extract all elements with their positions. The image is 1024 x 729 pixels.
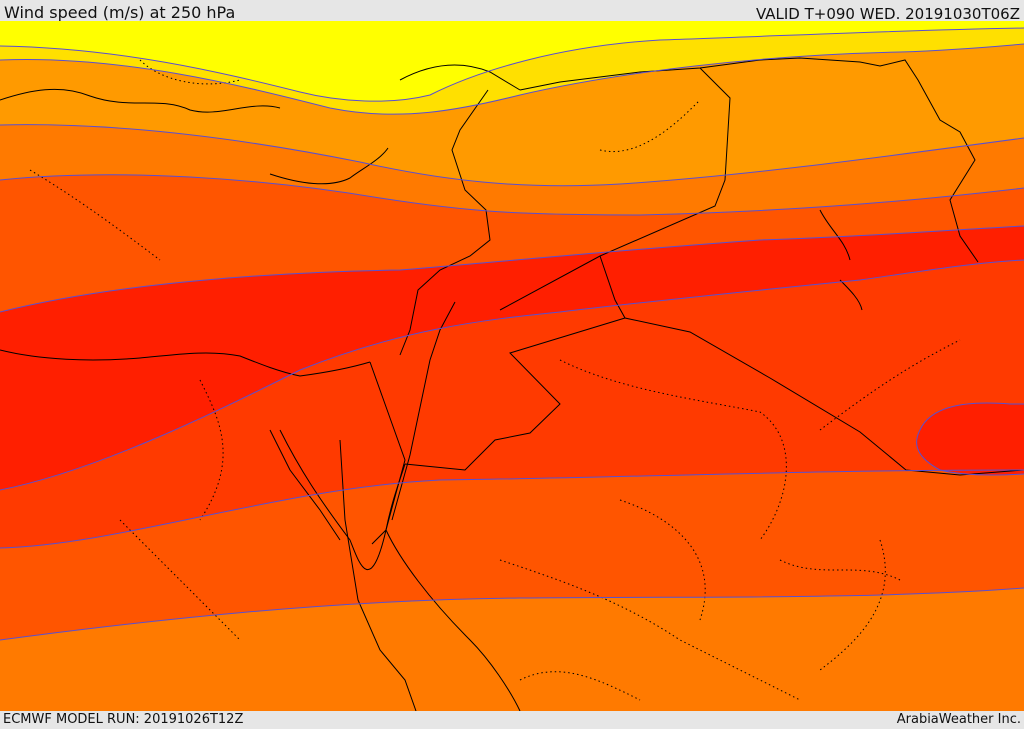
isotach-lines (0, 27, 1024, 641)
header-bar: Wind speed (m/s) at 250 hPa VALID T+090 … (0, 0, 1024, 23)
provider-credit: ArabiaWeather Inc. (896, 712, 1021, 727)
province-lines (29, 59, 961, 701)
wind-speed-map (0, 21, 1024, 711)
country-borders (269, 57, 1024, 711)
footer-bar: ECMWF MODEL RUN: 20191026T12Z ArabiaWeat… (0, 711, 1024, 729)
model-run: ECMWF MODEL RUN: 20191026T12Z (3, 712, 244, 727)
valid-time: VALID T+090 WED. 20191030T06Z (755, 5, 1020, 23)
map-title: Wind speed (m/s) at 250 hPa (4, 3, 236, 22)
band-pocket-east (916, 403, 1024, 475)
